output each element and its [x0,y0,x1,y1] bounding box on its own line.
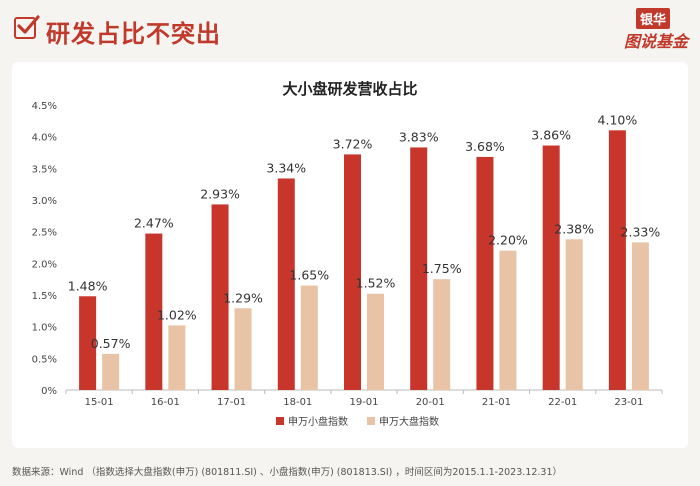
y-tick-label: 0.5% [32,354,57,365]
bar [344,154,361,390]
bar [476,156,494,390]
bar [367,293,384,390]
data-label: 1.29% [223,290,263,305]
data-label: 2.33% [621,224,661,239]
top-bar: 研发占比不突出 银华 图说基金 [0,0,700,60]
bar [542,145,560,390]
bar [79,296,97,390]
y-tick-label: 4.5% [32,101,57,112]
y-tick-label: 4.0% [32,133,57,144]
data-label: 1.48% [68,278,108,293]
data-label: 3.86% [531,128,571,143]
data-label: 2.93% [200,186,240,201]
logo-bottom-text: 图说基金 [623,32,688,51]
y-tick-label: 1.0% [32,323,57,334]
y-tick-label: 3.0% [32,196,57,207]
x-tick-label: 19-01 [349,397,378,408]
data-label: 1.52% [356,276,396,291]
bar [433,279,451,390]
y-tick-label: 1.5% [32,291,57,302]
data-label: 3.68% [465,139,505,154]
data-label: 3.34% [266,160,306,175]
x-tick-label: 16-01 [151,397,180,408]
data-label: 2.20% [488,233,528,248]
data-label: 2.47% [134,216,174,231]
legend-swatch [367,417,375,425]
y-tick-label: 2.0% [32,259,57,270]
y-tick-label: 3.5% [32,164,57,175]
bar [102,353,120,390]
x-tick-label: 23-01 [614,397,643,408]
bar [499,250,517,390]
checkbox-check-icon [14,15,40,39]
brand-logo: 银华 图说基金 [612,8,688,52]
data-label: 3.72% [333,136,373,151]
bar [277,178,295,390]
x-tick-label: 18-01 [283,397,312,408]
legend-label: 申万大盘指数 [379,415,439,428]
data-label: 2.38% [554,221,594,236]
chart-title: 大小盘研发营收占比 [282,80,418,98]
bar [211,204,229,390]
bar [145,233,163,390]
data-label: 0.57% [91,336,131,351]
x-tick-label: 17-01 [217,397,246,408]
logo-top-text: 银华 [635,8,670,29]
bar [234,308,252,390]
data-label: 1.75% [422,261,462,276]
x-tick-label: 15-01 [85,397,114,408]
bar [608,130,626,391]
data-label: 1.02% [157,307,197,322]
bar [410,147,428,390]
bar [631,242,649,390]
data-label: 3.83% [399,129,439,144]
x-tick-label: 22-01 [548,397,577,408]
y-tick-label: 0% [41,386,57,397]
bar [565,239,583,390]
source-note: 数据来源：Wind （指数选择大盘指数(申万) (801811.SI) 、小盘指… [12,467,562,478]
data-label: 1.65% [289,268,329,283]
x-tick-label: 21-01 [482,397,511,408]
x-tick-label: 20-01 [416,397,445,408]
y-tick-label: 2.5% [32,228,57,239]
bar [300,285,318,390]
legend-swatch [276,417,284,425]
bar [168,325,186,390]
legend-label: 申万小盘指数 [288,415,348,428]
data-label: 4.10% [598,112,638,127]
page-title: 研发占比不突出 [46,20,221,48]
